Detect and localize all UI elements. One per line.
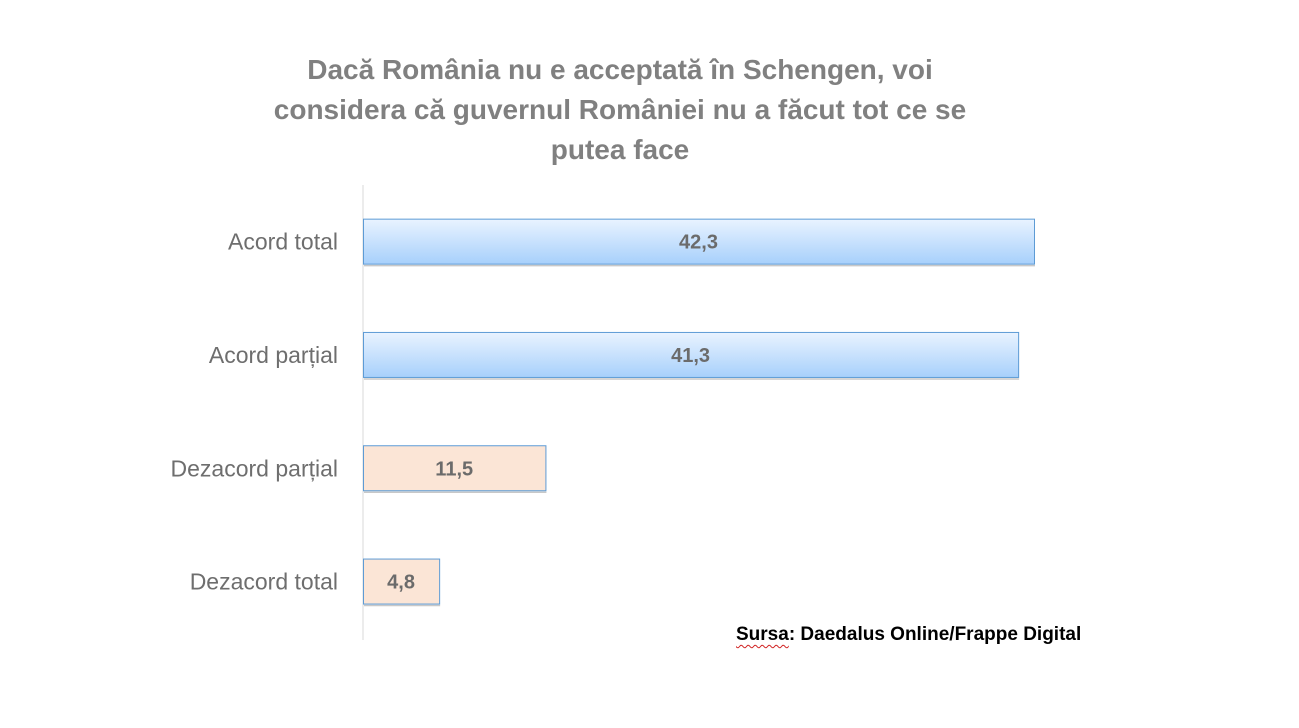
category-label-1: Acord total [228,229,338,255]
value-label-3: 11,5 [435,458,473,480]
category-label-4: Dezacord total [190,569,338,595]
value-label-1: 42,3 [679,232,718,254]
chart-title-line-3: putea face [550,134,690,165]
chart-title-line-2: considera că guvernul României nu a făcu… [273,94,967,125]
category-label-3: Dezacord parțial [171,455,338,481]
chart-title-line-1: Dacă România nu e acceptată în Schengen,… [307,54,933,85]
chart-title: Dacă România nu e acceptată în Schengen,… [220,50,1020,170]
source-note: Sursa: Daedalus Online/Frappe Digital [736,624,1081,646]
plot-area: Acord total 42,3 Acord parțial 41,3 Dezacord… [171,185,1035,640]
value-label-2: 41,3 [671,345,710,367]
category-label-2: Acord parțial [209,342,338,368]
bar-3 [363,445,547,492]
source-label: Sursa [736,624,789,645]
source-text: : Daedalus Online/Frappe Digital [788,624,1082,645]
value-label-4: 4,8 [387,572,415,594]
bar-4 [363,558,441,605]
bar-1 [363,218,1035,265]
bar-2 [363,331,1020,378]
